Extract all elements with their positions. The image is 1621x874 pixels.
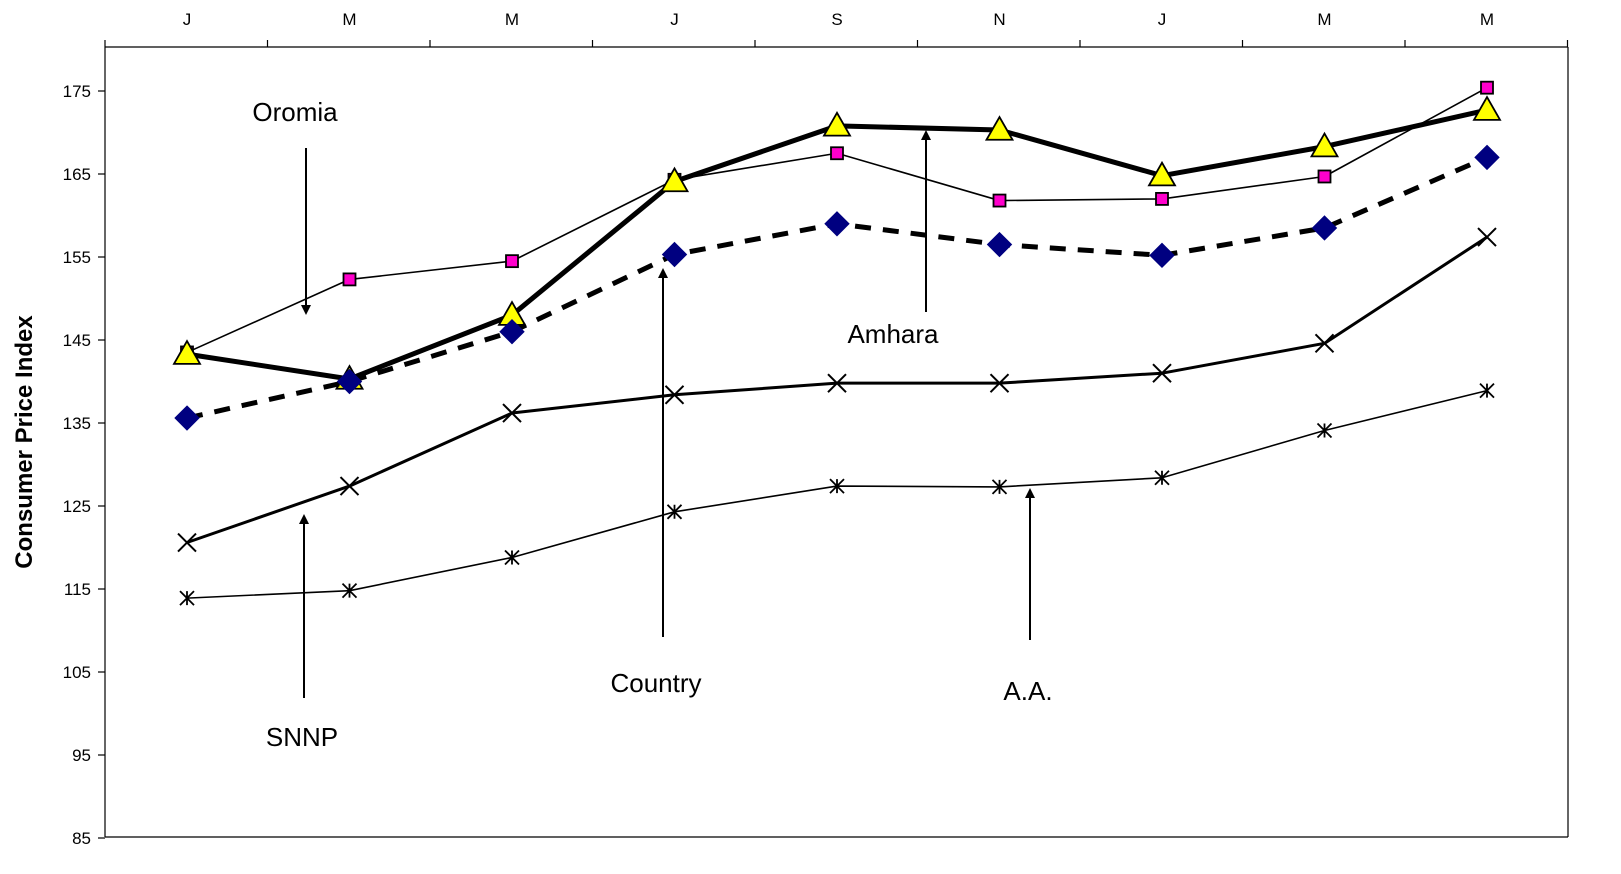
data-point-snnp bbox=[664, 385, 685, 405]
series-line-a-a bbox=[186, 389, 1488, 599]
data-point-country bbox=[499, 318, 525, 345]
data-point-oromia bbox=[1155, 191, 1169, 206]
y-tick-label: 175 bbox=[63, 82, 91, 101]
series-line-country bbox=[186, 155, 1488, 421]
annotation-layer: Oromia Amhara Country SNNP A.A. bbox=[252, 97, 1052, 752]
data-point-a-a bbox=[179, 590, 195, 606]
data-point-snnp bbox=[827, 373, 847, 393]
series-amhara bbox=[172, 95, 1502, 390]
x-tick-label: J bbox=[183, 10, 192, 29]
data-point-country bbox=[661, 241, 688, 268]
data-point-amhara bbox=[659, 166, 690, 193]
data-point-snnp bbox=[1152, 363, 1172, 383]
x-tick-label: M bbox=[342, 10, 356, 29]
data-point-oromia bbox=[1480, 80, 1494, 95]
x-tick-label: M bbox=[1317, 10, 1331, 29]
annotation-label-a-a: A.A. bbox=[1003, 676, 1052, 706]
x-tick-label: S bbox=[831, 10, 842, 29]
data-point-country bbox=[1311, 215, 1338, 241]
x-tick-label: J bbox=[670, 10, 679, 29]
series-line-snnp bbox=[186, 235, 1488, 544]
data-point-amhara bbox=[822, 111, 852, 137]
data-point-amhara bbox=[984, 115, 1015, 141]
data-point-snnp bbox=[1314, 333, 1335, 354]
y-axis: 85 95 105 115 125 135 145 155 165 175 bbox=[63, 82, 105, 848]
data-point-oromia bbox=[1317, 169, 1332, 184]
annotation-label-amhara: Amhara bbox=[847, 319, 939, 349]
series-oromia bbox=[180, 80, 1494, 360]
data-point-a-a bbox=[1154, 470, 1170, 486]
data-point-oromia bbox=[830, 146, 844, 161]
data-point-country bbox=[986, 231, 1013, 258]
y-tick-label: 135 bbox=[63, 414, 91, 433]
data-point-country bbox=[174, 405, 200, 431]
data-point-a-a bbox=[829, 478, 845, 494]
plot-frame bbox=[104, 46, 1569, 838]
annotation-label-oromia: Oromia bbox=[252, 97, 338, 127]
data-point-snnp bbox=[502, 403, 522, 423]
y-tick-label: 155 bbox=[63, 248, 91, 267]
y-tick-label: 125 bbox=[63, 497, 91, 516]
data-point-snnp bbox=[1477, 227, 1497, 247]
data-point-country bbox=[824, 211, 850, 237]
x-tick-label: M bbox=[1480, 10, 1494, 29]
data-point-amhara bbox=[1472, 95, 1502, 121]
data-point-a-a bbox=[666, 504, 683, 520]
y-tick-label: 145 bbox=[63, 331, 91, 350]
y-tick-label: 85 bbox=[72, 829, 91, 848]
data-point-a-a bbox=[1316, 422, 1333, 439]
data-point-a-a bbox=[341, 583, 358, 599]
data-point-amhara bbox=[1309, 131, 1340, 158]
series-layer bbox=[172, 80, 1502, 606]
annotation-oromia: Oromia bbox=[252, 97, 338, 315]
annotation-label-country: Country bbox=[610, 668, 701, 698]
annotation-amhara: Amhara bbox=[847, 130, 939, 349]
y-tick-label: 95 bbox=[72, 746, 91, 765]
data-point-snnp bbox=[989, 373, 1010, 393]
x-tick-label: M bbox=[505, 10, 519, 29]
annotation-label-snnp: SNNP bbox=[266, 722, 338, 752]
data-point-oromia bbox=[992, 193, 1007, 208]
series-snnp bbox=[177, 227, 1497, 553]
x-tick-label: N bbox=[993, 10, 1005, 29]
data-point-oromia bbox=[342, 272, 357, 287]
y-tick-label: 105 bbox=[63, 663, 91, 682]
data-point-a-a bbox=[991, 479, 1008, 495]
data-point-amhara bbox=[172, 339, 202, 365]
annotation-snnp: SNNP bbox=[266, 514, 338, 752]
series-country bbox=[174, 144, 1500, 431]
data-point-a-a bbox=[504, 549, 520, 566]
data-point-oromia bbox=[505, 254, 519, 269]
x-tick-label: J bbox=[1158, 10, 1167, 29]
series-a-a bbox=[179, 382, 1495, 606]
y-tick-label: 115 bbox=[64, 580, 91, 599]
y-axis-title: Consumer Price Index bbox=[11, 315, 38, 569]
data-point-country bbox=[1474, 144, 1500, 171]
data-point-amhara bbox=[1147, 160, 1177, 187]
annotation-country: Country bbox=[610, 268, 702, 698]
y-tick-label: 165 bbox=[63, 165, 91, 184]
data-point-a-a bbox=[1479, 382, 1495, 399]
data-point-snnp bbox=[177, 532, 197, 553]
annotation-a-a: A.A. bbox=[1003, 488, 1053, 706]
data-point-country bbox=[1149, 242, 1175, 269]
data-point-snnp bbox=[339, 476, 360, 496]
data-point-country bbox=[336, 368, 363, 395]
